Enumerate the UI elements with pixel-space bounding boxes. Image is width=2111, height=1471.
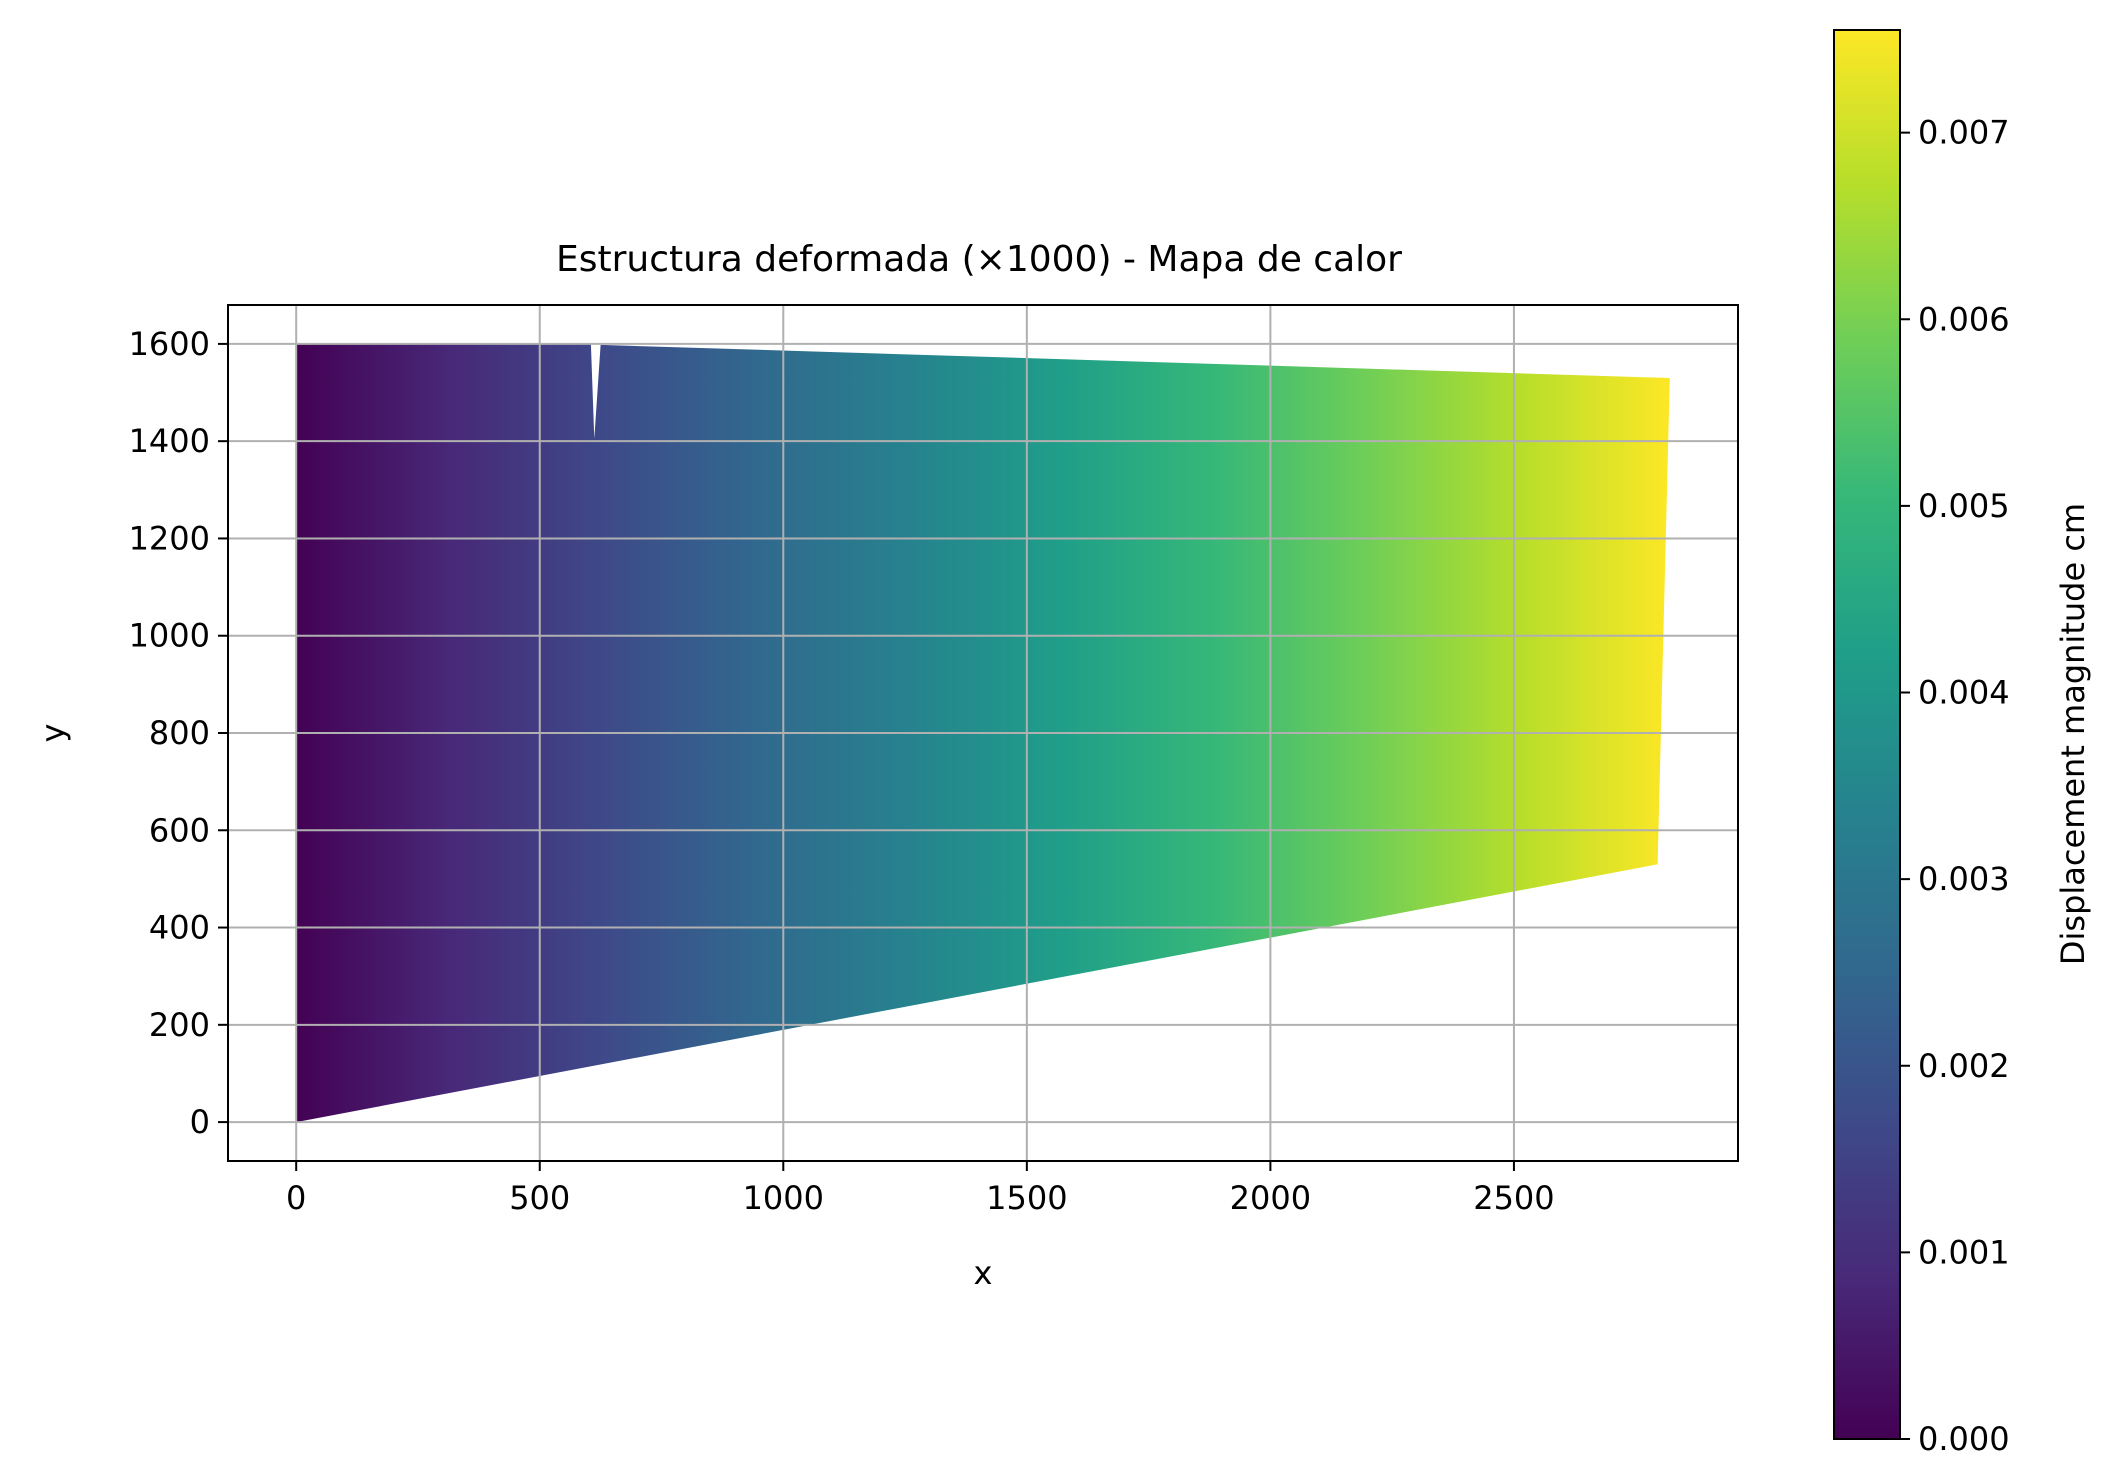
y-tick-label: 400 [149,909,210,947]
colorbar-tick-label: 0.000 [1918,1420,2010,1458]
x-tick-label: 1000 [743,1179,824,1217]
x-tick-label: 0 [286,1179,306,1217]
y-tick-label: 800 [149,714,210,752]
colorbar-gradient [1834,30,1900,1439]
colorbar-tick-label: 0.004 [1918,674,2010,712]
x-tick-label: 2000 [1230,1179,1311,1217]
y-axis-ticks: 0 200 400 600 800 1000 1200 1400 1600 [129,325,228,1141]
colorbar-tick-label: 0.002 [1918,1047,2010,1085]
x-axis-ticks: 0 500 1000 1500 2000 2500 [286,1161,1555,1217]
y-axis-label: y [34,724,72,743]
colorbar-tick-label: 0.006 [1918,300,2010,338]
chart-title: Estructura deformada (×1000) - Mapa de c… [556,239,1402,280]
plot-area: 0 500 1000 1500 2000 2500 0 200 400 600 800 1000 12… [129,304,1739,1217]
colorbar-label: Displacement magnitude cm [2054,503,2092,965]
y-tick-label: 1400 [129,422,210,460]
y-tick-label: 1600 [129,325,210,363]
y-tick-label: 0 [190,1103,210,1141]
y-tick-label: 1000 [129,617,210,655]
y-tick-label: 600 [149,811,210,849]
colorbar-tick-label: 0.003 [1918,860,2010,898]
x-tick-label: 1500 [986,1179,1067,1217]
colorbar: 0.000 0.001 0.002 0.003 0.004 0.005 0.006 0.007… [1833,29,2092,1458]
colorbar-tick-label: 0.001 [1918,1233,2010,1271]
colorbar-frame [1833,29,1901,1440]
colorbar-tick-label: 0.005 [1918,487,2010,525]
y-tick-label: 1200 [129,519,210,557]
x-tick-label: 500 [509,1179,570,1217]
x-axis-label: x [974,1254,993,1292]
colorbar-tick-label: 0.007 [1918,114,2010,152]
grid-lines [228,305,1738,1161]
colorbar-ticks: 0.000 0.001 0.002 0.003 0.004 0.005 0.006 0.007 [1900,114,2010,1458]
x-tick-label: 2500 [1473,1179,1554,1217]
y-tick-label: 200 [149,1006,210,1044]
